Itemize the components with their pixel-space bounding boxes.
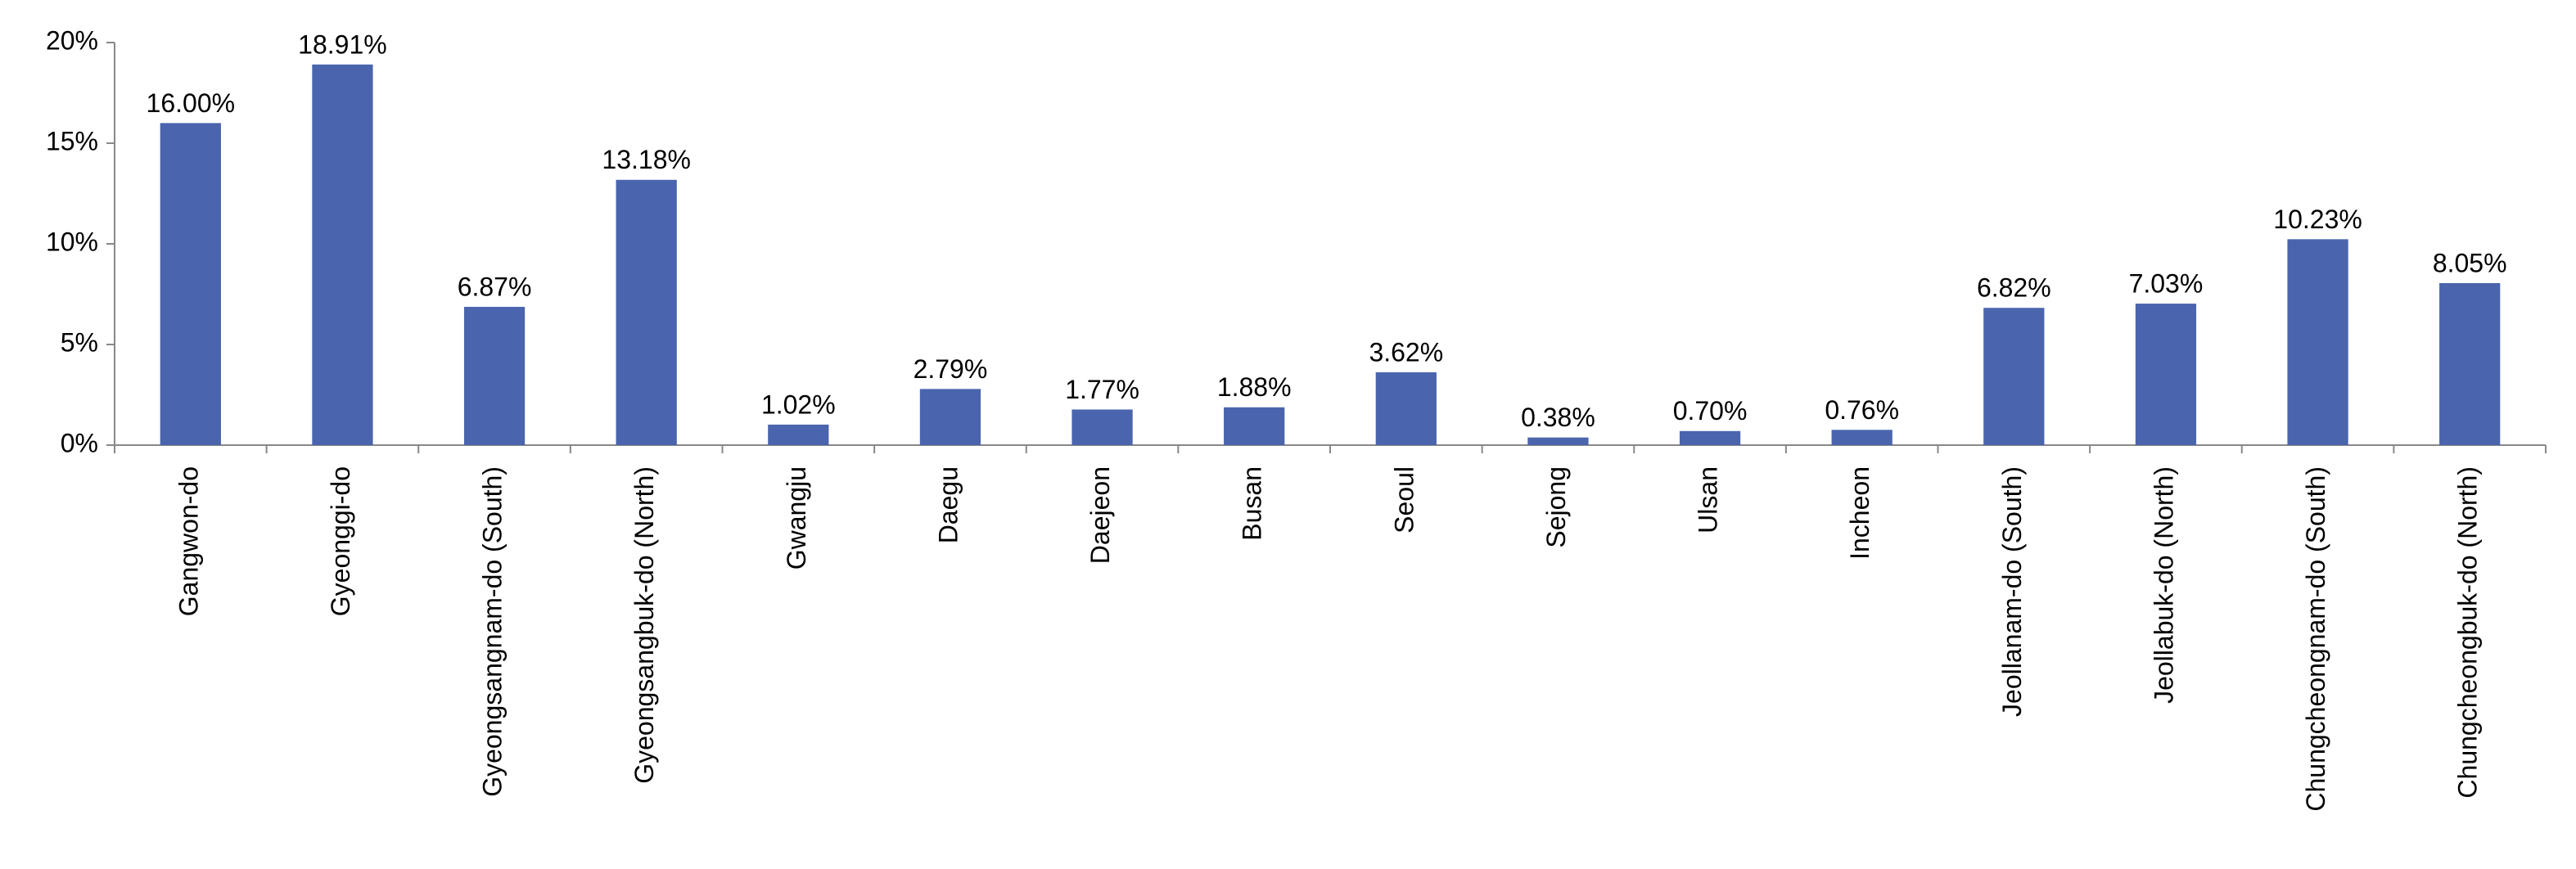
x-tick-label: Sejong (1541, 466, 1571, 548)
value-label: 7.03% (2129, 269, 2204, 299)
y-tick-label: 20% (46, 25, 98, 55)
value-label: 1.77% (1065, 375, 1139, 404)
bar (1071, 409, 1133, 445)
bar (1527, 437, 1589, 445)
value-label: 0.76% (1825, 395, 1899, 425)
y-tick-label: 10% (46, 227, 98, 256)
bar (312, 64, 373, 446)
bar (1375, 371, 1437, 445)
value-label: 0.70% (1673, 396, 1748, 425)
x-tick-label: Gyeongsangnam-do (South) (478, 466, 508, 797)
value-label: 1.02% (761, 389, 836, 419)
value-label: 6.87% (458, 272, 532, 301)
bar (919, 389, 981, 445)
bar (463, 306, 526, 445)
x-tick-label: Jeollabuk-do (North) (2149, 466, 2178, 704)
bar (616, 179, 677, 445)
value-label: 13.18% (602, 145, 691, 174)
x-tick-label: Gyeonggi-do (326, 466, 355, 616)
value-label: 2.79% (914, 354, 988, 384)
x-tick-label: Gwangju (782, 466, 811, 570)
value-label: 6.82% (1977, 273, 2051, 303)
value-label: 10.23% (2273, 205, 2362, 234)
bar (1831, 430, 1893, 445)
x-tick-label: Gangwon-do (174, 466, 203, 616)
x-tick-label: Incheon (1845, 466, 1874, 560)
x-tick-label: Seoul (1389, 466, 1419, 534)
x-tick-label: Chungcheongnam-do (South) (2301, 466, 2330, 812)
x-tick-label: Busan (1238, 466, 1267, 541)
x-tick-label: Daejeon (1085, 466, 1115, 564)
bar (768, 424, 829, 445)
y-tick-label: 0% (61, 428, 98, 457)
value-label: 3.62% (1369, 337, 1443, 367)
bar (2439, 282, 2501, 445)
x-tick-label: Daegu (933, 466, 963, 543)
bar (1224, 407, 1285, 445)
y-tick-label: 15% (46, 126, 98, 155)
bar (160, 123, 221, 445)
bar (2287, 239, 2348, 445)
value-label: 18.91% (298, 29, 387, 59)
bar (1983, 308, 2045, 445)
x-tick-label: Jeollanam-do (South) (1997, 466, 2027, 717)
value-label: 0.38% (1521, 403, 1595, 432)
bar (1679, 430, 1741, 445)
value-label: 8.05% (2433, 248, 2507, 277)
x-tick-label: Ulsan (1694, 466, 1723, 534)
value-label: 1.88% (1217, 372, 1292, 402)
x-tick-label: Chungcheongbuk-do (North) (2453, 466, 2483, 799)
value-label: 16.00% (147, 88, 236, 118)
y-tick-label: 5% (61, 327, 98, 357)
x-tick-label: Gyeongsangbuk-do (North) (629, 466, 659, 784)
bar (2135, 304, 2197, 445)
